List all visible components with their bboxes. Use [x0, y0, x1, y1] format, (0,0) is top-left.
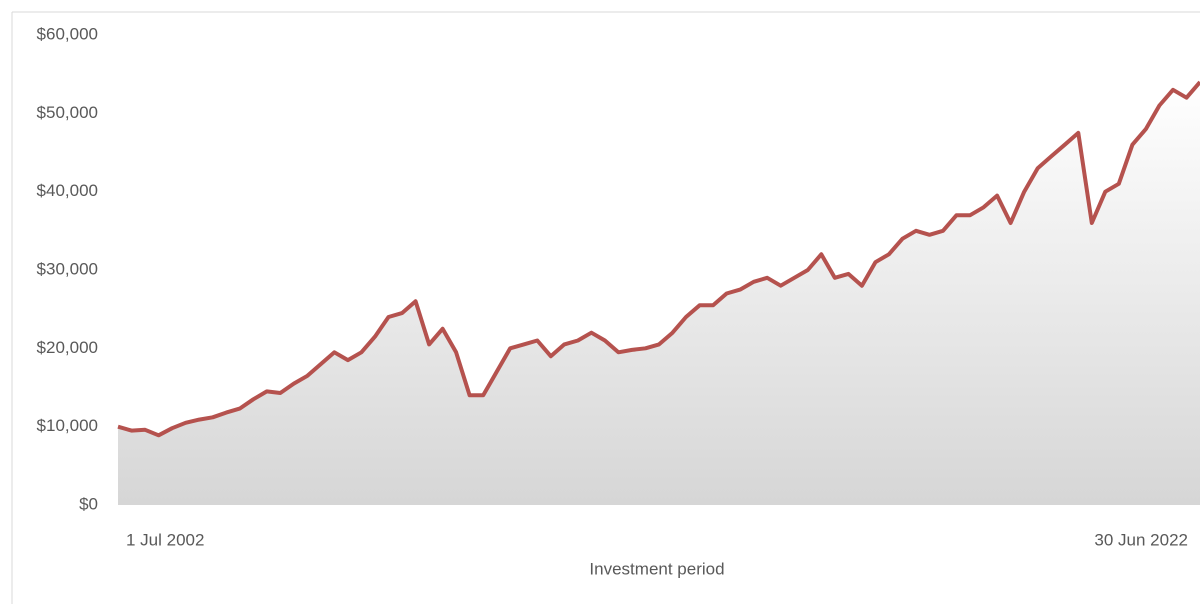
x-tick-label: 1 Jul 2002	[126, 530, 204, 549]
y-tick-label: $30,000	[37, 259, 98, 278]
y-tick-label: $50,000	[37, 103, 98, 122]
y-tick-label: $40,000	[37, 181, 98, 200]
y-tick-label: $20,000	[37, 338, 98, 357]
y-tick-label: $0	[79, 494, 98, 513]
y-tick-label: $60,000	[37, 24, 98, 43]
y-tick-label: $10,000	[37, 416, 98, 435]
x-tick-label: 30 Jun 2022	[1094, 530, 1188, 549]
value-line	[117, 80, 1200, 438]
x-axis-label: Investment period	[589, 559, 724, 578]
area-fill	[118, 82, 1200, 505]
